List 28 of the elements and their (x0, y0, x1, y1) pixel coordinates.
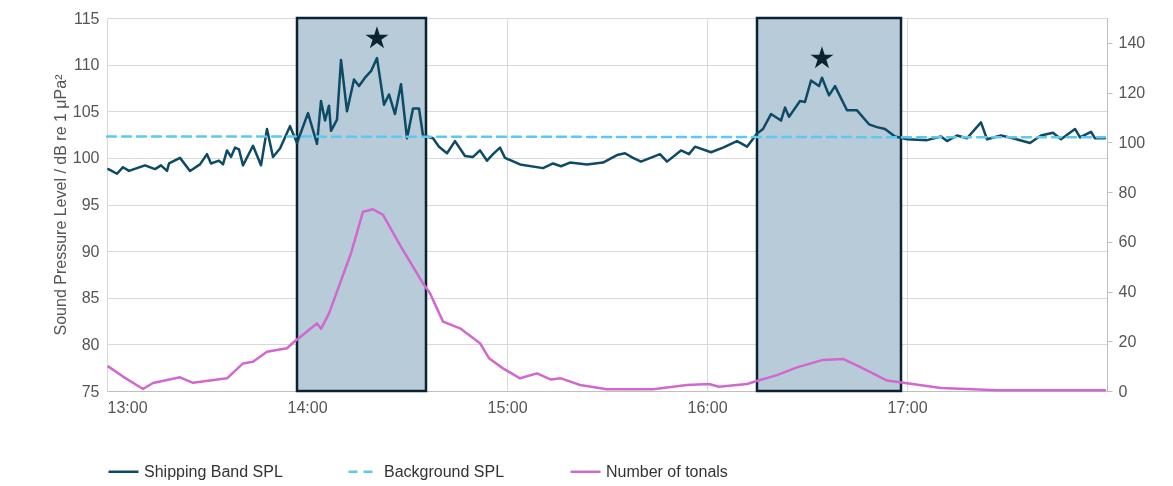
y2-tick-label: 100 (1118, 133, 1146, 151)
x-tick-label: 14:00 (287, 398, 328, 416)
y2-tick-label: 120 (1118, 84, 1146, 102)
y2-tick-label: 20 (1118, 332, 1137, 350)
legend-label: Background SPL (384, 462, 505, 480)
y-tick-label: 90 (81, 242, 100, 260)
x-tick-label: 17:00 (887, 398, 928, 416)
legend-label: Shipping Band SPL (144, 462, 283, 480)
x-tick-label: 13:00 (107, 398, 148, 416)
y-axis-title: Sound Pressure Level / dB re 1 μPa² (51, 73, 69, 336)
y2-tick-label: 80 (1118, 183, 1137, 201)
y-tick-label: 95 (81, 196, 100, 213)
annotation: ★ (808, 40, 836, 74)
y2-tick-label: 0 (1118, 382, 1128, 400)
annotation: ★ (363, 21, 391, 55)
x-tick-label: 16:00 (687, 398, 728, 416)
y-tick-label: 100 (72, 149, 100, 167)
y2-tick-label: 60 (1118, 233, 1137, 251)
y-tick-label: 105 (72, 102, 100, 120)
y-tick-label: 75 (81, 382, 100, 400)
y-tick-label: 85 (81, 289, 100, 307)
x-tick-label: 15:00 (487, 398, 528, 416)
y-tick-label: 110 (73, 56, 100, 74)
y-tick-label: 80 (81, 335, 100, 353)
y2-tick-label: 40 (1118, 283, 1137, 301)
legend-label: Number of tonals (606, 462, 728, 480)
y2-tick-label: 140 (1118, 34, 1146, 52)
y-tick-label: 115 (73, 9, 100, 27)
